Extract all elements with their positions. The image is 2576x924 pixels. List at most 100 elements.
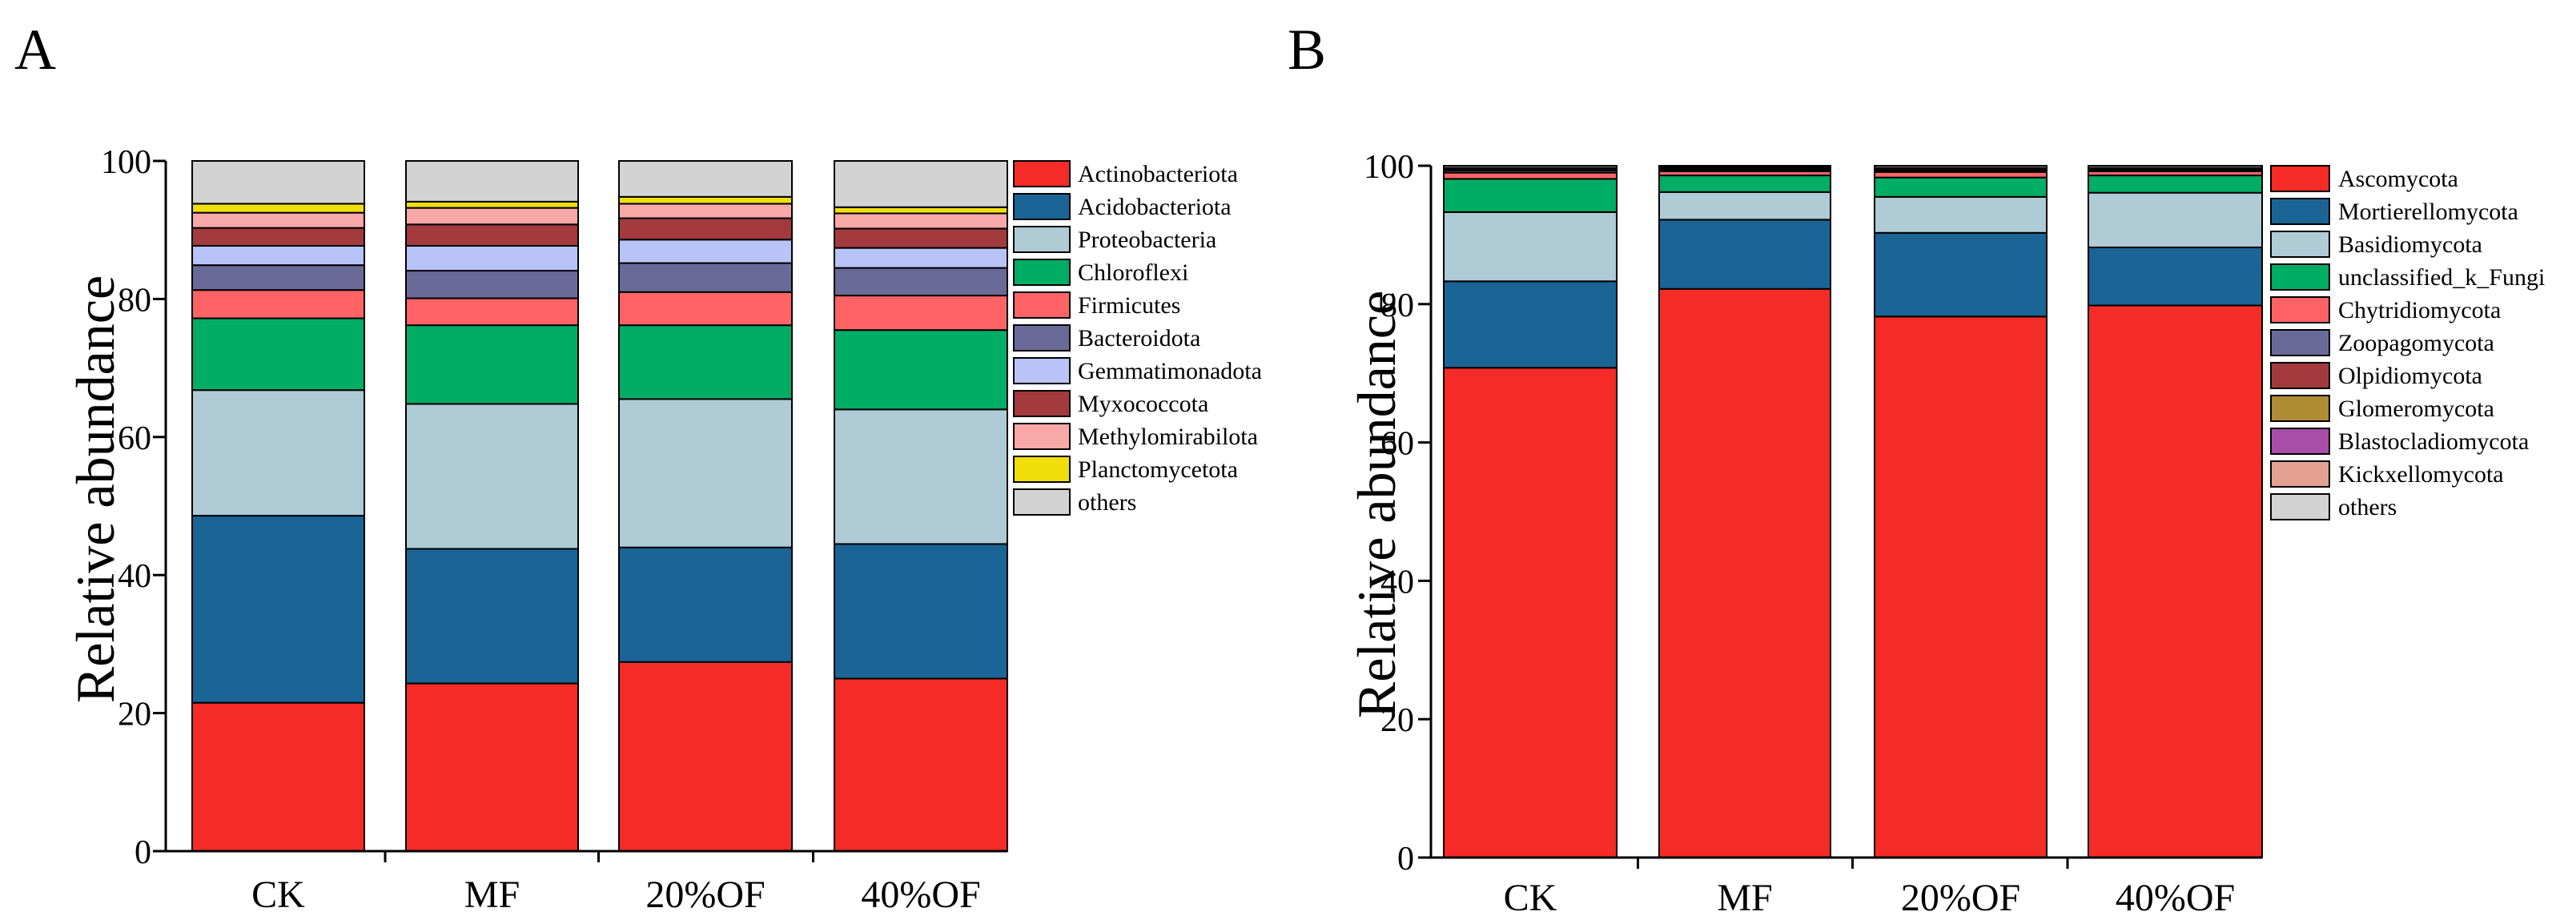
b-legend-label-basidiomycota: Basidiomycota: [2338, 231, 2482, 258]
a-bar-segment-40pctof-planctomycetota: [834, 206, 1008, 215]
b-legend-item-unclassified-k-fungi: unclassified_k_Fungi: [2270, 263, 2545, 291]
panel-a-bacteria-stacked-bar-chart: A CK MF 20%OF 40%OF 0 20 40 60 80 100 Relative abun…: [14, 18, 1262, 916]
a-legend-swatch-gemmatimonadota: [1013, 357, 1071, 384]
b-bar-segment-40pctof-unclassified-k-fungi: [2088, 175, 2263, 194]
a-legend-label-proteobacteria: Proteobacteria: [1078, 227, 1216, 253]
b-bar-segment-40pctof-basidiomycota: [2088, 191, 2263, 248]
b-bar-segment-40pctof-mortierellomycota: [2088, 246, 2263, 307]
b-bar-segment-ck-ascomycota: [1443, 367, 1618, 858]
a-legend-label-planctomycetota: Planctomycetota: [1078, 456, 1238, 483]
a-legend-item-firmicutes: Firmicutes: [1013, 291, 1180, 319]
a-legend-label-bacteroidota: Bacteroidota: [1078, 325, 1200, 352]
b-legend-swatch-kickxellomycota: [2270, 460, 2330, 488]
a-bar-segment-ck-planctomycetota: [191, 203, 365, 214]
a-bar-segment-20pctof-bacteroidota: [618, 262, 793, 293]
a-y-axis-title: Relative abundance: [65, 275, 126, 703]
a-legend-swatch-proteobacteria: [1013, 226, 1071, 253]
b-bar-segment-40pctof-others: [2088, 165, 2263, 169]
b-bar-segment-mf-basidiomycota: [1658, 191, 1831, 221]
b-legend-item-blastocladiomycota: Blastocladiomycota: [2270, 428, 2529, 455]
b-x-tick-label-ck: CK: [1504, 877, 1557, 919]
a-bar-segment-ck-gemmatimonadota: [191, 245, 365, 267]
a-legend-item-myxococcota: Myxococcota: [1013, 390, 1208, 417]
b-legend-swatch-ascomycota: [2270, 165, 2330, 192]
b-legend-item-zoopagomycota: Zoopagomycota: [2270, 329, 2494, 356]
b-legend-swatch-mortierellomycota: [2270, 198, 2330, 225]
a-bar-segment-20pctof-methylomirabilota: [618, 203, 793, 219]
a-legend-swatch-methylomirabilota: [1013, 423, 1071, 450]
a-bar-segment-ck-methylomirabilota: [191, 211, 365, 229]
b-legend-label-unclassified-k-fungi: unclassified_k_Fungi: [2338, 264, 2545, 291]
b-y-tick-label-20: 20: [1380, 702, 1414, 739]
a-legend-swatch-bacteroidota: [1013, 324, 1071, 352]
a-bar-segment-20pctof-proteobacteria: [618, 398, 793, 548]
a-bar-40pctof: [834, 160, 1008, 852]
a-legend-item-gemmatimonadota: Gemmatimonadota: [1013, 357, 1262, 384]
a-y-tick-label-0: 0: [135, 834, 151, 871]
b-bar-segment-20pctof-unclassified-k-fungi: [1874, 176, 2048, 198]
a-bar-segment-40pctof-actinobacteriota: [834, 677, 1008, 852]
a-bar-segment-mf-methylomirabilota: [405, 207, 579, 226]
b-legend-swatch-unclassified-k-fungi: [2270, 263, 2330, 291]
a-bar-segment-20pctof-planctomycetota: [618, 195, 793, 205]
b-x-tick-label-mf: MF: [1717, 877, 1772, 919]
b-bar-segment-mf-ascomycota: [1658, 287, 1831, 858]
b-legend-item-chytridiomycota: Chytridiomycota: [2270, 296, 2501, 323]
b-legend-label-blastocladiomycota: Blastocladiomycota: [2338, 428, 2529, 455]
a-legend-swatch-actinobacteriota: [1013, 160, 1071, 187]
a-bar-ck: [191, 160, 365, 852]
a-bar-segment-mf-acidobacteriota: [405, 548, 579, 685]
a-legend-swatch-firmicutes: [1013, 291, 1071, 319]
a-bar-segment-40pctof-myxococcota: [834, 227, 1008, 249]
a-legend-swatch-others: [1013, 488, 1071, 516]
a-legend-item-actinobacteriota: Actinobacteriota: [1013, 160, 1238, 187]
a-legend-item-acidobacteriota: Acidobacteriota: [1013, 193, 1232, 220]
a-bar-segment-40pctof-chloroflexi: [834, 329, 1008, 411]
b-bar-segment-20pctof-others: [1874, 165, 2048, 169]
b-bar-segment-mf-others: [1658, 165, 1831, 168]
b-legend-item-glomeromycota: Glomeromycota: [2270, 395, 2494, 422]
b-bar-segment-ck-unclassified-k-fungi: [1443, 178, 1618, 213]
a-legend-swatch-planctomycetota: [1013, 456, 1071, 483]
b-legend-item-mortierellomycota: Mortierellomycota: [2270, 198, 2518, 225]
b-y-tick-label-60: 60: [1380, 426, 1414, 463]
b-y-tick-label-100: 100: [1364, 149, 1414, 186]
a-legend-swatch-chloroflexi: [1013, 259, 1071, 286]
a-bar-segment-40pctof-methylomirabilota: [834, 212, 1008, 230]
a-bar-segment-20pctof-chloroflexi: [618, 324, 793, 400]
a-x-tick-label-20pctof: 20%OF: [645, 874, 765, 916]
b-bar-segment-20pctof-mortierellomycota: [1874, 231, 2048, 318]
a-bar-segment-40pctof-proteobacteria: [834, 408, 1008, 545]
b-bar-segment-mf-mortierellomycota: [1658, 219, 1831, 290]
b-legend-label-ascomycota: Ascomycota: [2338, 166, 2458, 192]
b-bar-segment-mf-unclassified-k-fungi: [1658, 175, 1831, 193]
b-bar-segment-20pctof-chytridiomycota: [1874, 171, 2048, 179]
b-legend-label-olpidiomycota: Olpidiomycota: [2338, 363, 2482, 389]
b-legend-label-kickxellomycota: Kickxellomycota: [2338, 461, 2504, 488]
a-bar-segment-ck-chloroflexi: [191, 317, 365, 392]
a-bar-segment-ck-firmicutes: [191, 289, 365, 319]
b-legend-swatch-others: [2270, 493, 2330, 520]
a-legend-label-actinobacteriota: Actinobacteriota: [1078, 161, 1238, 187]
a-bar-segment-40pctof-others: [834, 160, 1008, 208]
a-legend-label-myxococcota: Myxococcota: [1078, 391, 1208, 417]
a-x-tick-label-40pctof: 40%OF: [861, 874, 980, 916]
a-legend-swatch-myxococcota: [1013, 390, 1071, 417]
b-legend-swatch-blastocladiomycota: [2270, 428, 2330, 455]
a-bar-segment-40pctof-acidobacteriota: [834, 543, 1008, 680]
a-legend-item-others: others: [1013, 488, 1136, 516]
a-x-tick-label-ck: CK: [251, 874, 305, 916]
b-bar-segment-ck-mortierellomycota: [1443, 280, 1618, 369]
b-legend-label-glomeromycota: Glomeromycota: [2338, 396, 2494, 422]
b-panel-label: B: [1288, 18, 1326, 82]
a-legend-label-gemmatimonadota: Gemmatimonadota: [1078, 358, 1262, 384]
b-legend-swatch-basidiomycota: [2270, 231, 2330, 258]
panel-b-fungi-stacked-bar-chart: B CK MF 20%OF 40%OF 0 20 40 60 80 100 Relative abun…: [1288, 18, 2545, 919]
b-bar-20pctof: [1874, 165, 2048, 858]
b-bar-40pctof: [2088, 165, 2263, 858]
b-bar-segment-ck-basidiomycota: [1443, 211, 1618, 283]
b-bar-segment-ck-others: [1443, 165, 1618, 169]
b-y-tick-label-0: 0: [1397, 841, 1414, 878]
a-bar-segment-20pctof-firmicutes: [618, 291, 793, 327]
